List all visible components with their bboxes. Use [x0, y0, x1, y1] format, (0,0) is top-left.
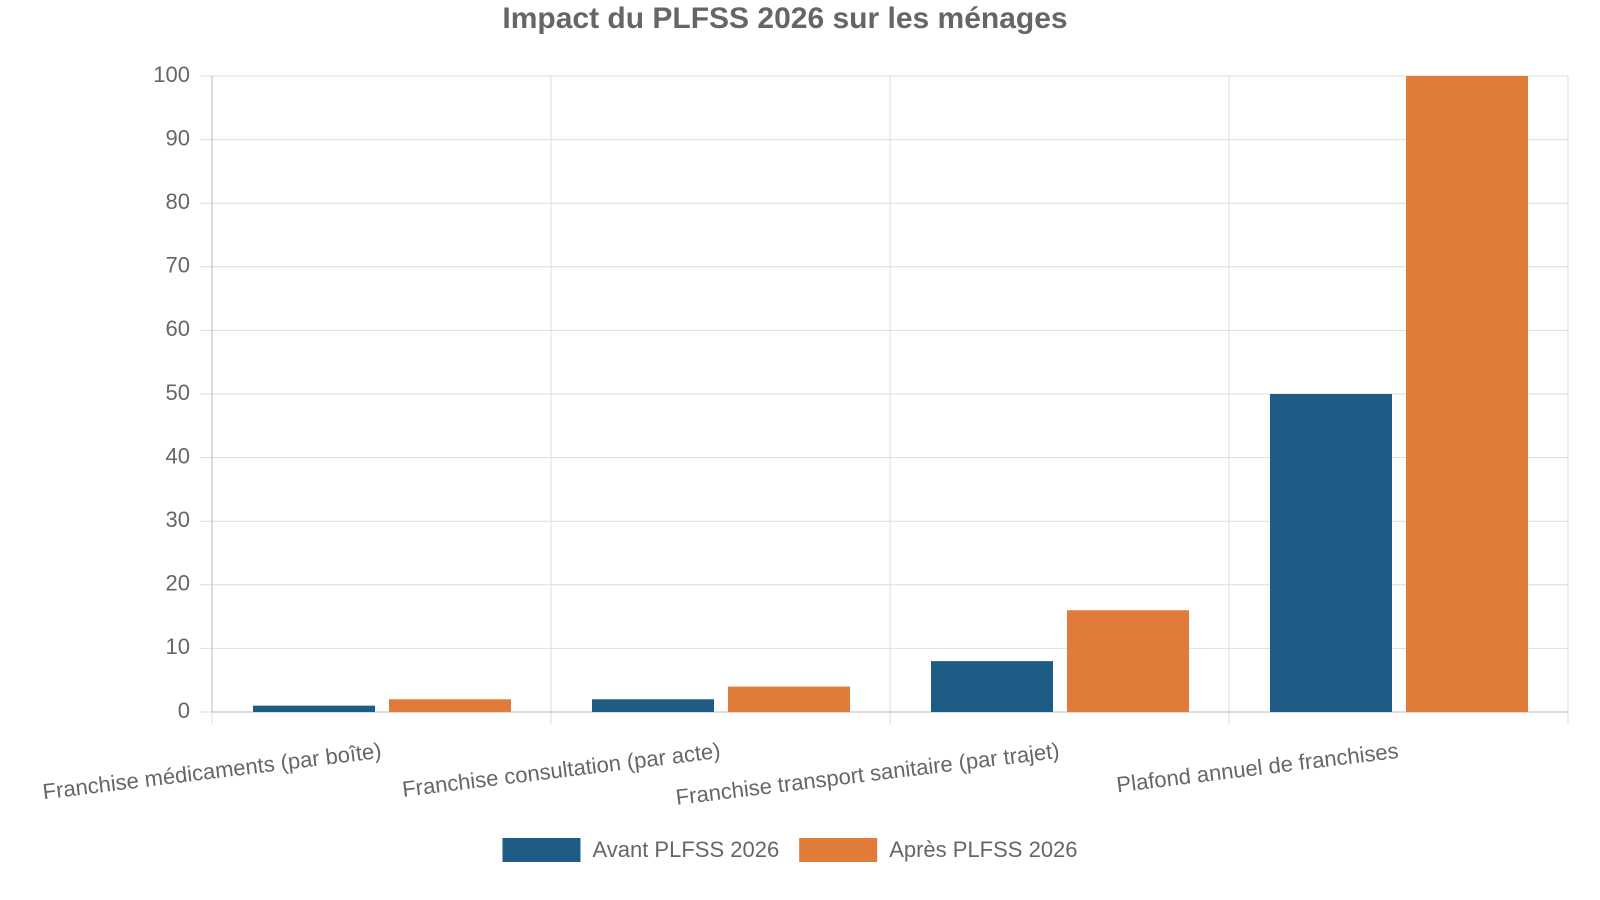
y-tick-label: 50 — [166, 380, 190, 405]
x-tick-label: Franchise transport sanitaire (par traje… — [674, 738, 1061, 810]
y-tick-label: 70 — [166, 253, 190, 278]
bar — [1067, 610, 1189, 712]
x-tick-label: Franchise consultation (par acte) — [401, 738, 722, 802]
y-tick-label: 90 — [166, 125, 190, 150]
legend-label: Après PLFSS 2026 — [889, 837, 1077, 862]
bar — [1406, 76, 1528, 712]
y-tick-label: 30 — [166, 507, 190, 532]
y-tick-label: 100 — [153, 62, 190, 87]
y-tick-label: 60 — [166, 316, 190, 341]
x-tick-label: Plafond annuel de franchises — [1115, 738, 1400, 797]
legend-label: Avant PLFSS 2026 — [592, 837, 779, 862]
chart-title: Impact du PLFSS 2026 sur les ménages — [502, 2, 1067, 35]
y-tick-label: 80 — [166, 189, 190, 214]
y-tick-label: 0 — [178, 698, 190, 723]
legend-swatch — [502, 838, 581, 862]
bar — [389, 699, 511, 712]
bar — [931, 661, 1053, 712]
bar — [253, 705, 375, 712]
x-tick-label: Franchise médicaments (par boîte) — [41, 738, 383, 804]
y-tick-label: 10 — [166, 634, 190, 659]
y-tick-label: 20 — [166, 571, 190, 596]
legend-swatch — [799, 838, 878, 862]
bar — [1270, 394, 1392, 712]
bar — [592, 699, 714, 712]
y-tick-label: 40 — [166, 443, 190, 468]
bar — [728, 686, 850, 712]
